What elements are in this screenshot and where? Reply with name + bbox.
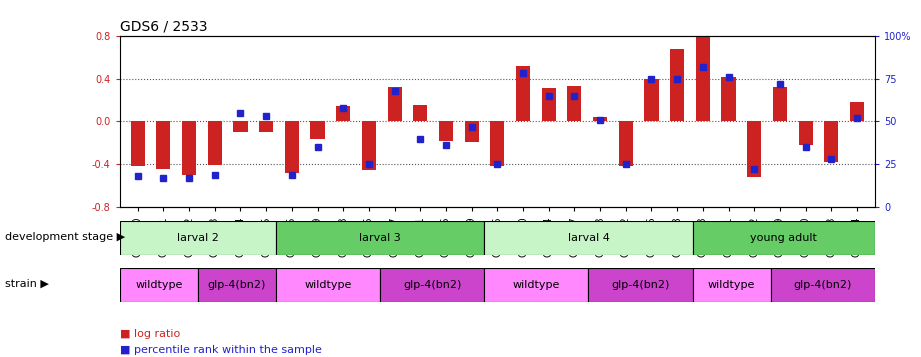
Bar [484, 221, 693, 255]
Bar [380, 268, 484, 302]
Bar [695, 36, 710, 121]
Text: glp-4(bn2): glp-4(bn2) [403, 280, 461, 290]
Bar [693, 268, 771, 302]
Bar [567, 86, 581, 121]
Bar [542, 88, 555, 121]
Bar [721, 77, 736, 121]
Bar [276, 221, 484, 255]
Bar [120, 221, 276, 255]
Bar [645, 79, 659, 121]
Bar [285, 121, 299, 173]
Bar [693, 221, 875, 255]
Bar [593, 117, 607, 121]
Bar [276, 268, 380, 302]
Text: ■ log ratio: ■ log ratio [120, 330, 180, 340]
Text: glp-4(bn2): glp-4(bn2) [208, 280, 266, 290]
Bar [484, 268, 589, 302]
Bar [670, 49, 684, 121]
Bar [208, 121, 222, 165]
Bar [259, 121, 274, 132]
Bar [799, 121, 812, 145]
Text: GDS6 / 2533: GDS6 / 2533 [120, 19, 207, 33]
Text: larval 2: larval 2 [177, 233, 219, 243]
Bar [182, 121, 196, 175]
Bar [464, 121, 479, 142]
Bar [771, 268, 875, 302]
Bar [619, 121, 633, 166]
Bar [131, 121, 145, 166]
Text: young adult: young adult [751, 233, 817, 243]
Bar [414, 105, 427, 121]
Bar [589, 268, 693, 302]
Bar [310, 121, 324, 139]
Text: wildtype: wildtype [708, 280, 755, 290]
Text: larval 4: larval 4 [567, 233, 610, 243]
Text: wildtype: wildtype [135, 280, 182, 290]
Text: glp-4(bn2): glp-4(bn2) [612, 280, 670, 290]
Bar [516, 66, 530, 121]
Text: ■ percentile rank within the sample: ■ percentile rank within the sample [120, 346, 321, 356]
Bar [198, 268, 276, 302]
Bar [850, 102, 864, 121]
Bar [233, 121, 248, 132]
Bar [157, 121, 170, 169]
Text: glp-4(bn2): glp-4(bn2) [794, 280, 852, 290]
Text: wildtype: wildtype [304, 280, 352, 290]
Bar [490, 121, 505, 166]
Bar [120, 268, 198, 302]
Bar [439, 121, 453, 141]
Text: strain ▶: strain ▶ [5, 279, 49, 289]
Text: larval 3: larval 3 [359, 233, 401, 243]
Bar [388, 87, 402, 121]
Bar [336, 106, 350, 121]
Bar [773, 87, 787, 121]
Bar [362, 121, 376, 170]
Bar [824, 121, 838, 162]
Bar [747, 121, 762, 177]
Text: development stage ▶: development stage ▶ [5, 232, 124, 242]
Text: wildtype: wildtype [513, 280, 560, 290]
